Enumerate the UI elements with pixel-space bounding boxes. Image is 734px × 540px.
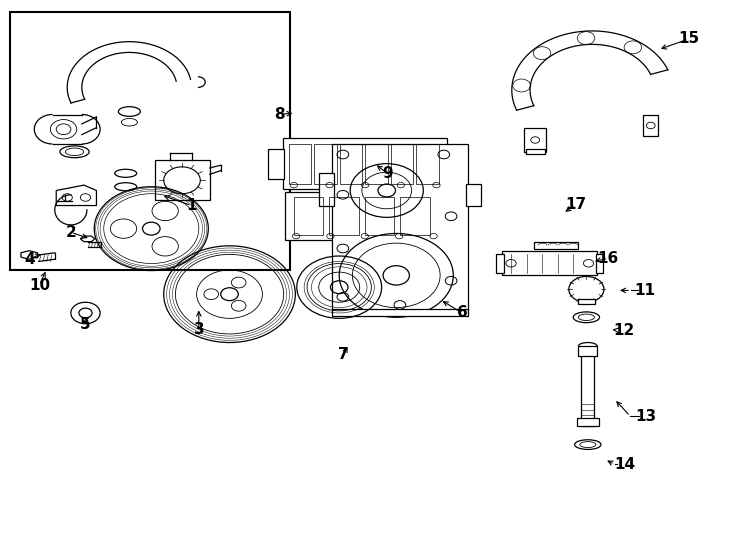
Bar — [319, 173, 334, 206]
Bar — [444, 203, 457, 235]
Text: 7: 7 — [338, 347, 349, 362]
Text: 16: 16 — [597, 251, 619, 266]
Text: 12: 12 — [614, 323, 635, 338]
Bar — [534, 242, 578, 248]
Bar — [644, 115, 658, 136]
Bar — [365, 198, 394, 235]
Bar — [578, 299, 595, 305]
Text: 2: 2 — [65, 225, 76, 240]
Bar — [496, 254, 504, 273]
Bar — [524, 127, 546, 152]
Text: 9: 9 — [382, 166, 393, 181]
Bar — [581, 352, 595, 426]
Bar — [526, 149, 545, 154]
Bar — [416, 144, 439, 184]
Text: 8: 8 — [274, 107, 285, 122]
Bar — [285, 192, 445, 240]
Bar — [390, 144, 413, 184]
Bar — [294, 198, 324, 235]
Bar — [155, 160, 210, 200]
Bar — [333, 309, 468, 316]
Bar — [288, 144, 311, 184]
Bar — [466, 184, 481, 206]
Bar — [502, 251, 597, 275]
Text: 4: 4 — [24, 252, 34, 267]
Text: 15: 15 — [678, 31, 700, 46]
Text: 1: 1 — [186, 198, 197, 213]
Text: 11: 11 — [634, 283, 655, 298]
Bar — [330, 198, 359, 235]
Text: 10: 10 — [29, 278, 50, 293]
Bar — [314, 144, 337, 184]
Bar — [578, 346, 597, 356]
Bar — [333, 144, 468, 310]
Text: 5: 5 — [80, 318, 91, 332]
Bar — [577, 418, 599, 426]
Bar — [596, 254, 603, 273]
Text: 6: 6 — [457, 306, 468, 320]
Bar — [283, 138, 448, 190]
Bar — [340, 144, 363, 184]
Bar — [400, 198, 430, 235]
Text: 14: 14 — [614, 457, 635, 472]
Bar — [10, 12, 290, 270]
Text: 3: 3 — [194, 322, 204, 336]
Text: 13: 13 — [636, 409, 657, 423]
Text: 17: 17 — [565, 197, 586, 212]
Bar — [269, 149, 284, 179]
Bar — [366, 144, 388, 184]
